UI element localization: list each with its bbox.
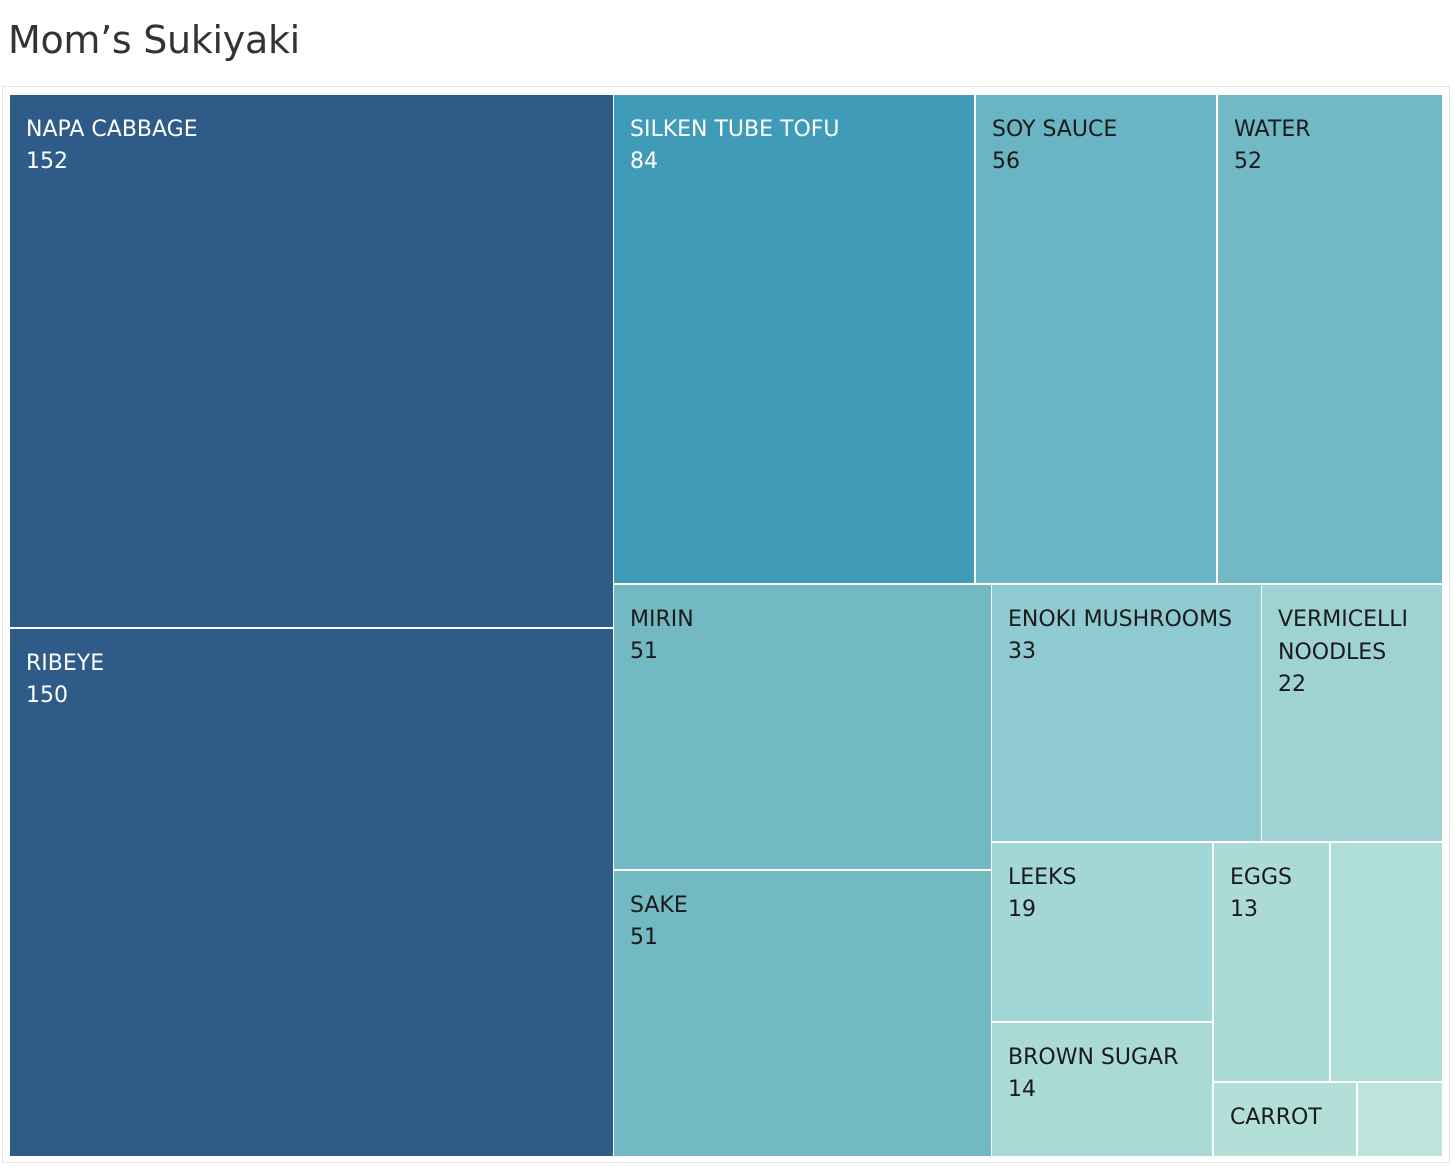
treemap-cell-enoki-mushrooms[interactable]: ENOKI MUSHROOMS 33: [992, 585, 1261, 841]
treemap-rect-napa-cabbage[interactable]: [10, 95, 613, 627]
treemap-cell-sake[interactable]: SAKE 51: [614, 871, 991, 1156]
treemap-cell-brown-sugar[interactable]: BROWN SUGAR 14: [992, 1023, 1212, 1156]
treemap-cell-silken-tube-tofu[interactable]: SILKEN TUBE TOFU 84: [614, 95, 974, 583]
treemap-value-soy-sauce: 56: [992, 149, 1020, 174]
treemap-cell-napa-cabbage[interactable]: NAPA CABBAGE 152: [10, 95, 613, 627]
treemap-cell-soy-sauce[interactable]: SOY SAUCE 56: [976, 95, 1216, 583]
treemap-value-ribeye: 150: [26, 683, 68, 708]
treemap-value-brown-sugar: 14: [1008, 1077, 1036, 1102]
treemap-rect-sake[interactable]: [614, 871, 991, 1156]
treemap-rect-silken-tube-tofu[interactable]: [614, 95, 974, 583]
treemap-label-water: WATER: [1234, 117, 1311, 142]
chart-title: Mom’s Sukiyaki: [8, 18, 300, 62]
treemap-label-carrot: CARROT: [1230, 1105, 1322, 1130]
treemap-label-mirin: MIRIN: [630, 607, 694, 632]
treemap-cell-carrot[interactable]: CARROT: [1214, 1083, 1356, 1156]
treemap-rect-unlabeled-12[interactable]: [1331, 843, 1442, 1081]
treemap-label-eggs: EGGS: [1230, 865, 1292, 890]
treemap-frame: NAPA CABBAGE 152 RIBEYE 150 SILKEN TUBE TOFU…: [2, 86, 1450, 1163]
treemap-rect-brown-sugar[interactable]: [992, 1023, 1212, 1156]
treemap-rect-water[interactable]: [1218, 95, 1442, 583]
treemap-rect-leeks[interactable]: [992, 843, 1212, 1021]
treemap-rect-unlabeled-14[interactable]: [1358, 1083, 1442, 1156]
treemap-value-silken-tube-tofu: 84: [630, 149, 658, 174]
treemap-label-brown-sugar: BROWN SUGAR: [1008, 1045, 1178, 1070]
treemap-label-silken-tube-tofu: SILKEN TUBE TOFU: [630, 117, 840, 142]
treemap-label-vermicelli-noodles-line-2: NOODLES: [1278, 640, 1386, 665]
treemap-rect-enoki-mushrooms[interactable]: [992, 585, 1261, 841]
treemap-rect-ribeye[interactable]: [10, 629, 613, 1156]
treemap-label-ribeye: RIBEYE: [26, 651, 104, 676]
treemap-label-napa-cabbage: NAPA CABBAGE: [26, 117, 198, 142]
treemap-value-vermicelli-noodles: 22: [1278, 672, 1306, 697]
treemap-value-water: 52: [1234, 149, 1262, 174]
treemap-label-sake: SAKE: [630, 893, 688, 918]
treemap-cell-unlabeled-12[interactable]: [1331, 843, 1442, 1081]
treemap-cell-unlabeled-14[interactable]: [1358, 1083, 1442, 1156]
treemap-rect-soy-sauce[interactable]: [976, 95, 1216, 583]
treemap-label-vermicelli-noodles-line-1: VERMICELLI: [1278, 607, 1408, 632]
treemap-value-leeks: 19: [1008, 897, 1036, 922]
treemap-value-sake: 51: [630, 925, 658, 950]
treemap-label-leeks: LEEKS: [1008, 865, 1076, 890]
treemap-cell-ribeye[interactable]: RIBEYE 150: [10, 629, 613, 1156]
treemap-cell-leeks[interactable]: LEEKS 19: [992, 843, 1212, 1021]
treemap-label-soy-sauce: SOY SAUCE: [992, 117, 1117, 142]
treemap-value-napa-cabbage: 152: [26, 149, 68, 174]
treemap-label-enoki-mushrooms: ENOKI MUSHROOMS: [1008, 607, 1232, 632]
treemap-chart: NAPA CABBAGE 152 RIBEYE 150 SILKEN TUBE TOFU…: [10, 95, 1442, 1156]
treemap-cell-vermicelli-noodles[interactable]: VERMICELLI NOODLES 22: [1262, 585, 1442, 841]
treemap-rect-eggs[interactable]: [1214, 843, 1329, 1081]
treemap-cell-eggs[interactable]: EGGS 13: [1214, 843, 1329, 1081]
treemap-cell-water[interactable]: WATER 52: [1218, 95, 1442, 583]
treemap-value-eggs: 13: [1230, 897, 1258, 922]
treemap-rect-carrot[interactable]: [1214, 1083, 1356, 1156]
treemap-rect-vermicelli-noodles[interactable]: [1262, 585, 1442, 841]
treemap-value-enoki-mushrooms: 33: [1008, 639, 1036, 664]
treemap-rect-mirin[interactable]: [614, 585, 991, 869]
treemap-cell-mirin[interactable]: MIRIN 51: [614, 585, 991, 869]
treemap-value-mirin: 51: [630, 639, 658, 664]
